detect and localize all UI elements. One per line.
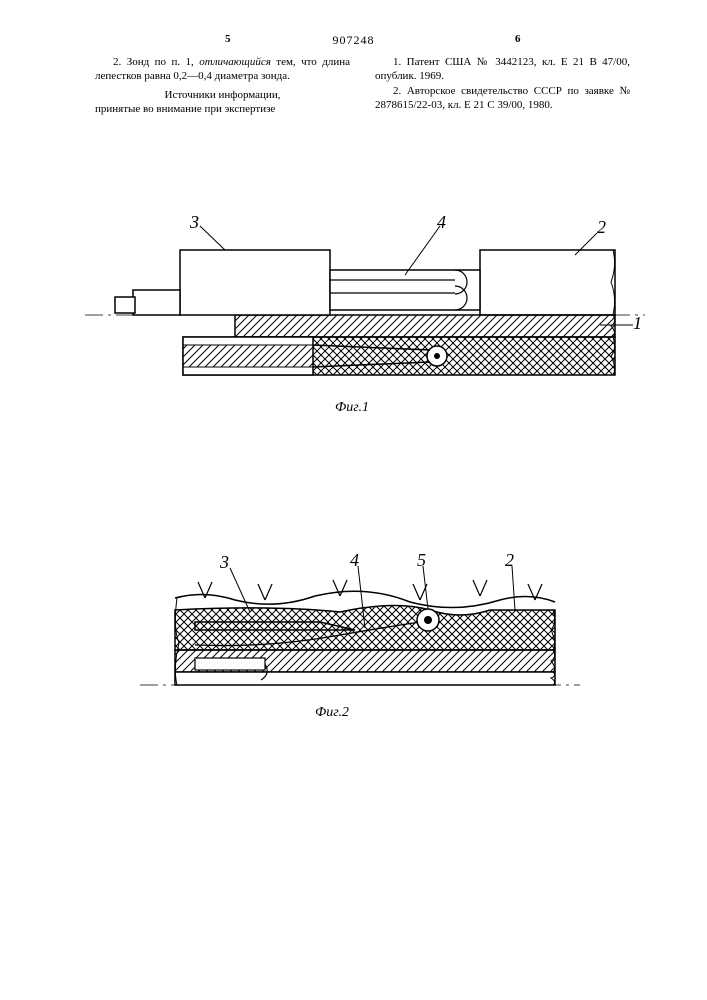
figure-2-svg: 3 4 5 2	[120, 550, 600, 720]
ref-1: 1. Патент США № 3442123, кл. E 21 B 47/0…	[375, 55, 630, 84]
right-column: 1. Патент США № 3442123, кл. E 21 B 47/0…	[375, 55, 630, 112]
fig2-label-5: 5	[417, 550, 426, 570]
fig1-label-2: 2	[597, 217, 606, 237]
sources-sub: принятые во внимание при экспертизе	[95, 102, 350, 116]
fig2-caption: Фиг.2	[315, 705, 349, 721]
ref-2: 2. Авторское свидетельство СССР по заявк…	[375, 84, 630, 113]
fig1-caption: Фиг.1	[335, 400, 369, 416]
fig1-label-4: 4	[437, 215, 446, 232]
figure-2: 3 4 5 2 Фиг.2	[0, 550, 707, 750]
figure-1-svg: 3 4 2 1	[85, 215, 645, 415]
fig1-label-3: 3	[189, 215, 199, 232]
fig2-label-4: 4	[350, 550, 359, 570]
fig2-label-3: 3	[219, 552, 229, 572]
sources-heading: Источники информации,	[95, 88, 350, 102]
claim-2-text: 2. Зонд по п. 1, отличающийся тем, что д…	[95, 56, 350, 82]
fig1-label-1: 1	[633, 313, 642, 333]
claim-2: 2. Зонд по п. 1, отличающийся тем, что д…	[95, 55, 350, 84]
col-num-right: 6	[515, 33, 521, 45]
left-column: 2. Зонд по п. 1, отличающийся тем, что д…	[95, 55, 350, 116]
fig2-label-2: 2	[505, 550, 514, 570]
document-number: 907248	[0, 33, 707, 48]
patent-page: 5 907248 6 2. Зонд по п. 1, отличающийся…	[0, 0, 707, 1000]
figure-1: 3 4 2 1 Фиг.1	[0, 215, 707, 435]
